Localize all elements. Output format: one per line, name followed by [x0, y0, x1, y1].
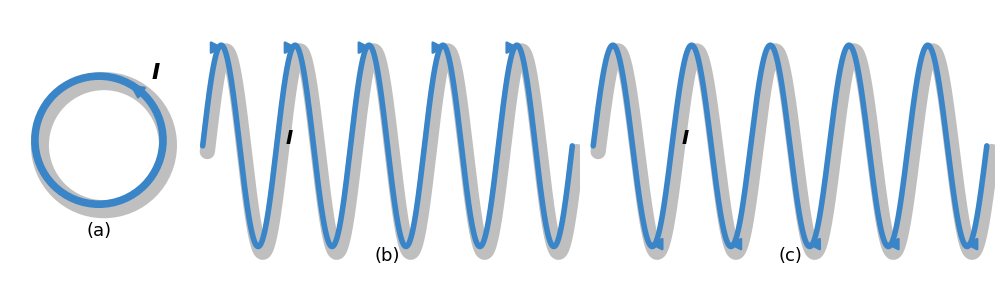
Text: (c): (c) [778, 247, 802, 265]
Text: I: I [682, 130, 689, 148]
Text: (b): (b) [375, 247, 400, 265]
Text: I: I [286, 130, 293, 148]
Text: I: I [151, 63, 160, 84]
Text: (a): (a) [86, 222, 112, 240]
